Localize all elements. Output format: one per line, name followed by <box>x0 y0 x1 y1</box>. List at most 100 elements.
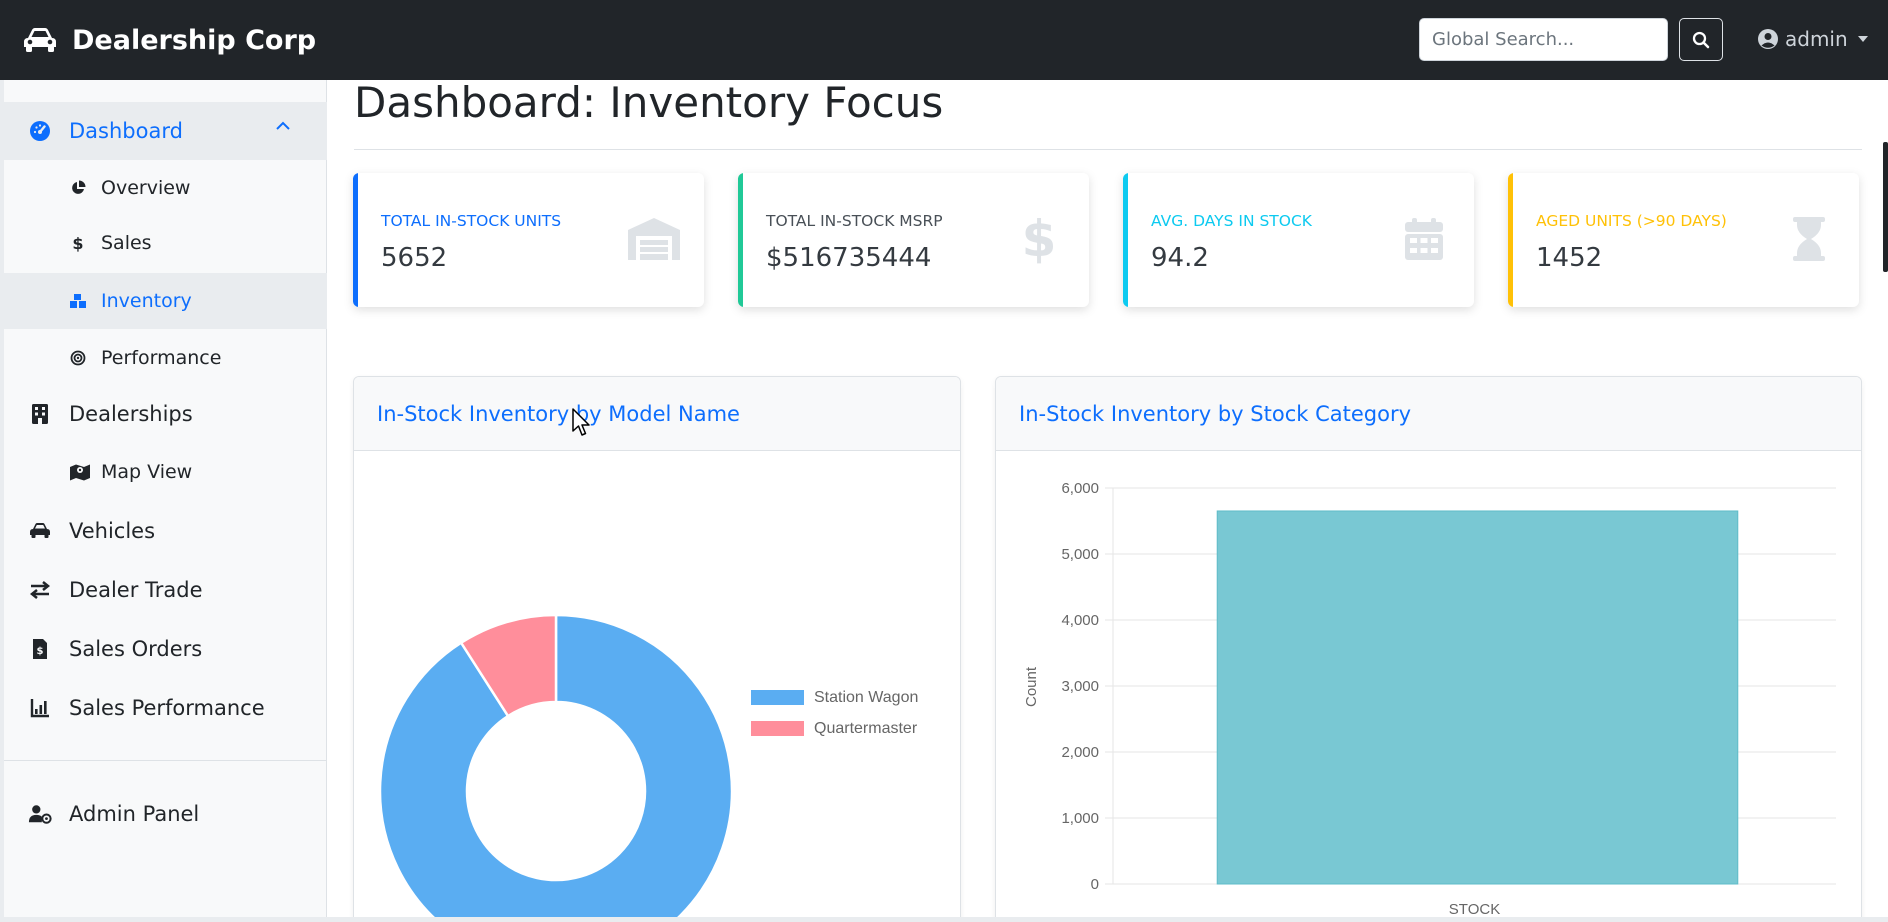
bar[interactable] <box>1216 510 1739 885</box>
mouse-cursor-icon <box>572 408 590 436</box>
search-icon <box>1692 31 1710 48</box>
sidebar-item-vehicles[interactable]: Vehicles <box>4 503 327 559</box>
y-tick-label: 1,000 <box>1061 810 1099 827</box>
kpi-value: $516735444 <box>766 243 932 273</box>
sidebar-item-label: Dealerships <box>69 402 193 426</box>
sidebar-item-label: Dashboard <box>69 119 183 143</box>
kpi-label: Aged Units (>90 Days) <box>1536 212 1727 230</box>
card-title: In-Stock Inventory by Model Name <box>377 401 740 426</box>
warehouse-icon <box>626 213 682 265</box>
svg-text:$: $ <box>37 646 44 657</box>
doughnut-slice[interactable] <box>459 613 558 718</box>
doughnut-slice[interactable] <box>378 613 734 922</box>
kpi-card-total-units: Total In-Stock Units 5652 <box>353 173 704 307</box>
sidebar-item-inventory[interactable]: Inventory <box>4 273 327 329</box>
kpi-value: 94.2 <box>1151 243 1209 273</box>
y-tick-label: 4,000 <box>1061 612 1099 629</box>
title-divider <box>354 149 1862 150</box>
sidebar-item-label: Inventory <box>101 290 192 312</box>
y-tick-label: 6,000 <box>1061 480 1099 497</box>
bar-chart: 0 1,000 2,000 3,000 4,000 5,000 6,000 Count STOC… <box>1023 480 1836 918</box>
legend-swatch <box>751 690 804 705</box>
y-tick-label: 5,000 <box>1061 546 1099 563</box>
card-header: In-Stock Inventory by Model Name <box>354 377 960 451</box>
kpi-card-avg-days: Avg. Days In Stock 94.2 <box>1123 173 1474 307</box>
chevron-up-icon <box>276 121 290 130</box>
card-title: In-Stock Inventory by Stock Category <box>1019 401 1412 426</box>
kpi-card-total-msrp: Total In-Stock MSRP $516735444 $ <box>738 173 1089 307</box>
building-icon <box>28 402 52 426</box>
model-inventory-card: In-Stock Inventory by Model Name Station… <box>353 376 961 922</box>
top-navbar: Dealership Corp admin <box>0 0 1888 80</box>
user-gear-icon <box>28 802 52 826</box>
sidebar-item-label: Dealer Trade <box>69 578 203 602</box>
kpi-accent-bar <box>738 173 743 307</box>
kpi-card-aged-units: Aged Units (>90 Days) 1452 <box>1508 173 1859 307</box>
sidebar-item-map-view[interactable]: Map View <box>4 444 327 500</box>
chevron-down-icon <box>1857 36 1868 42</box>
hourglass-icon <box>1781 213 1837 265</box>
page-title: Dashboard: Inventory Focus <box>354 78 944 127</box>
y-axis-label: Count <box>1023 666 1040 707</box>
sidebar-item-dealer-trade[interactable]: Dealer Trade <box>4 562 327 618</box>
kpi-label: Total In-Stock MSRP <box>766 212 943 230</box>
username: admin <box>1785 27 1848 51</box>
category-inventory-card: In-Stock Inventory by Stock Category 0 1,… <box>995 376 1862 922</box>
sidebar-divider <box>4 760 327 761</box>
pie-icon <box>68 176 88 200</box>
sidebar-item-label: Admin Panel <box>69 802 200 826</box>
scrollbar-thumb[interactable] <box>1883 142 1888 272</box>
y-tick-label: 0 <box>1091 876 1099 893</box>
sidebar-item-label: Sales <box>101 232 152 254</box>
sidebar: Dashboard Overview $ Sales Inventory Per… <box>0 80 327 922</box>
legend-label: Quartermaster <box>814 720 918 737</box>
kpi-value: 1452 <box>1536 243 1603 273</box>
arrows-icon <box>28 578 52 602</box>
brand-name: Dealership Corp <box>72 24 317 56</box>
sidebar-item-label: Sales Orders <box>69 637 203 661</box>
kpi-accent-bar <box>1123 173 1128 307</box>
gauge-icon <box>28 119 52 143</box>
sidebar-item-overview[interactable]: Overview <box>4 163 327 213</box>
sidebar-item-dealerships[interactable]: Dealerships <box>4 386 327 442</box>
sidebar-item-dashboard[interactable]: Dashboard <box>4 102 327 160</box>
sidebar-item-label: Performance <box>101 347 222 369</box>
calendar-icon <box>1396 213 1452 265</box>
x-tick-label: STOCK <box>1449 901 1500 918</box>
kpi-label: Avg. Days In Stock <box>1151 212 1312 230</box>
y-tick-label: 3,000 <box>1061 678 1099 695</box>
sidebar-item-sales-performance[interactable]: Sales Performance <box>4 680 327 736</box>
user-menu[interactable]: admin <box>1757 27 1868 51</box>
sidebar-item-sales-orders[interactable]: $ Sales Orders <box>4 621 327 677</box>
map-icon <box>68 460 92 484</box>
user-circle-icon <box>1758 29 1778 49</box>
kpi-accent-bar <box>1508 173 1513 307</box>
global-search-input[interactable] <box>1419 18 1668 61</box>
brand[interactable]: Dealership Corp <box>22 25 316 56</box>
kpi-value: 5652 <box>381 243 448 273</box>
bottom-edge <box>0 917 1888 922</box>
kpi-label: Total In-Stock Units <box>381 212 562 230</box>
legend-swatch <box>751 721 804 736</box>
legend-label: Station Wagon <box>814 689 918 706</box>
sidebar-item-sales[interactable]: $ Sales <box>4 217 327 269</box>
chart-icon <box>28 696 52 720</box>
y-tick-label: 2,000 <box>1061 744 1099 761</box>
sidebar-item-label: Sales Performance <box>69 696 265 720</box>
sidebar-item-label: Map View <box>101 461 193 483</box>
sidebar-item-admin-panel[interactable]: Admin Panel <box>4 786 327 842</box>
dollar-icon: $ <box>72 233 84 253</box>
boxes-icon <box>68 289 88 313</box>
sidebar-item-label: Vehicles <box>69 519 156 543</box>
card-header: In-Stock Inventory by Stock Category <box>996 377 1861 451</box>
sidebar-item-performance[interactable]: Performance <box>4 332 327 384</box>
sidebar-item-label: Overview <box>101 177 191 199</box>
kpi-accent-bar <box>353 173 358 307</box>
car-icon <box>28 519 52 543</box>
global-search <box>1419 18 1723 61</box>
target-icon <box>68 346 88 370</box>
dollar-icon: $ <box>1021 210 1057 268</box>
invoice-icon: $ <box>28 637 52 661</box>
search-button[interactable] <box>1679 18 1723 61</box>
car-icon <box>24 28 56 52</box>
